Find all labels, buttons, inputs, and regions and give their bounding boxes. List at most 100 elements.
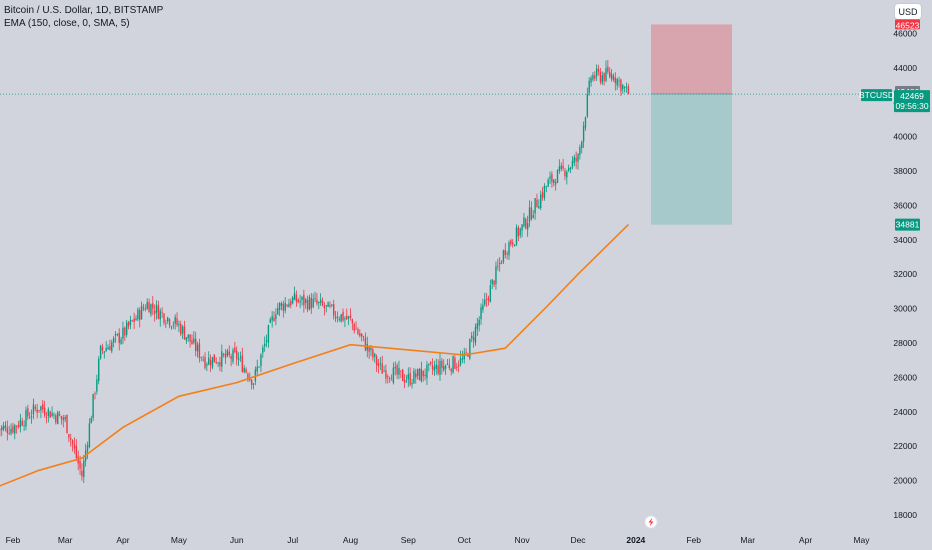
candle-body [202, 359, 204, 361]
candle-body [526, 222, 529, 230]
candle-body [463, 353, 465, 360]
symbol-title[interactable]: Bitcoin / U.S. Dollar, 1D, BITSTAMP [4, 5, 164, 16]
candle-body [597, 69, 600, 72]
candle-body [256, 366, 258, 372]
candle-body [592, 75, 594, 80]
candle-body [206, 364, 208, 366]
candle-body [96, 379, 98, 392]
candle-body [114, 334, 117, 336]
candle-body [554, 182, 557, 185]
y-tick-label: 22000 [893, 441, 917, 451]
short-position-layer[interactable] [651, 24, 732, 225]
candle-body [116, 334, 119, 335]
candle-body [333, 304, 335, 316]
candle-body [101, 346, 104, 351]
candle-body [204, 357, 206, 368]
candle-body [137, 309, 139, 320]
candle-body [480, 307, 482, 320]
candle-body [497, 265, 499, 267]
price-axis[interactable]: 18000 20000 22000 24000 26000 28000 30000 32000… [893, 28, 917, 520]
candle-body [55, 415, 57, 423]
y-tick-label: 28000 [893, 338, 917, 348]
candle-body [377, 363, 380, 367]
candle-body [374, 353, 376, 357]
candle-body [94, 393, 96, 395]
candle-body [267, 325, 270, 343]
y-tick-label: 36000 [893, 200, 917, 210]
candle-body [293, 292, 296, 300]
candle-body [232, 350, 234, 362]
candle-body [594, 75, 596, 79]
candle-body [474, 327, 477, 344]
candle-body [584, 117, 587, 128]
candle-body [265, 340, 268, 342]
last-price-label-text: 42469 [900, 91, 924, 101]
candle-body [402, 369, 404, 381]
candle-body [299, 300, 301, 303]
candle-body [562, 165, 564, 169]
candle-body [329, 304, 331, 307]
candle-body [19, 419, 22, 428]
candle-body [551, 173, 553, 183]
candle-body [148, 302, 150, 313]
candle-body [180, 324, 182, 335]
x-tick-label: May [171, 535, 188, 545]
candle-body [226, 350, 229, 356]
candle-body [150, 304, 152, 315]
candle-body [528, 207, 531, 222]
candle-body [189, 334, 191, 342]
candle-body [247, 374, 249, 379]
candle-body [32, 404, 35, 415]
candle-body [83, 460, 85, 477]
indicator-legend[interactable]: EMA (150, close, 0, SMA, 5) [4, 18, 130, 29]
candle-body [29, 417, 31, 419]
candle-body [540, 194, 542, 209]
candle-body [178, 324, 180, 326]
candle-body [98, 358, 100, 382]
candle-body [112, 337, 115, 343]
candle-body [465, 351, 467, 353]
candle-body [346, 315, 348, 320]
y-tick-label: 46000 [893, 28, 917, 38]
candle-body [118, 332, 120, 343]
candle-body [185, 337, 188, 341]
candle-body [387, 376, 389, 377]
candle-body [288, 303, 290, 308]
candle-body [502, 250, 505, 262]
candle-body [424, 374, 426, 376]
candle-body [146, 302, 148, 309]
candle-body [109, 346, 111, 351]
candle-body [79, 460, 81, 469]
time-axis[interactable]: Feb Mar Apr May Jun Jul Aug Sep Oct Nov Dec 2024 Feb… [6, 535, 871, 545]
candle-body [260, 354, 262, 366]
candle-body [167, 317, 169, 322]
candle-body [375, 356, 378, 366]
candle-body [157, 305, 160, 319]
candle-body [14, 425, 16, 434]
candle-body [308, 296, 311, 310]
candle-body [144, 308, 147, 310]
candle-body [2, 425, 5, 430]
candle-body [403, 379, 406, 383]
candle-body [75, 446, 78, 458]
candle-body [543, 185, 546, 199]
events-layer[interactable] [644, 515, 658, 529]
candle-body [351, 319, 354, 324]
candle-body [448, 365, 451, 369]
candle-body [21, 421, 23, 426]
candle-body [495, 266, 497, 285]
candle-body [545, 186, 548, 188]
candle-body [297, 299, 299, 302]
candle-body [456, 366, 458, 368]
candle-body [512, 242, 514, 245]
candle-body [303, 294, 305, 306]
currency-button[interactable]: USD [895, 4, 921, 19]
candle-body [336, 316, 339, 319]
candle-body [435, 364, 437, 369]
candle-body [558, 166, 561, 171]
candles-layer [0, 59, 630, 483]
candle-body [441, 360, 443, 369]
candle-body [560, 165, 562, 170]
candle-body [541, 192, 544, 198]
